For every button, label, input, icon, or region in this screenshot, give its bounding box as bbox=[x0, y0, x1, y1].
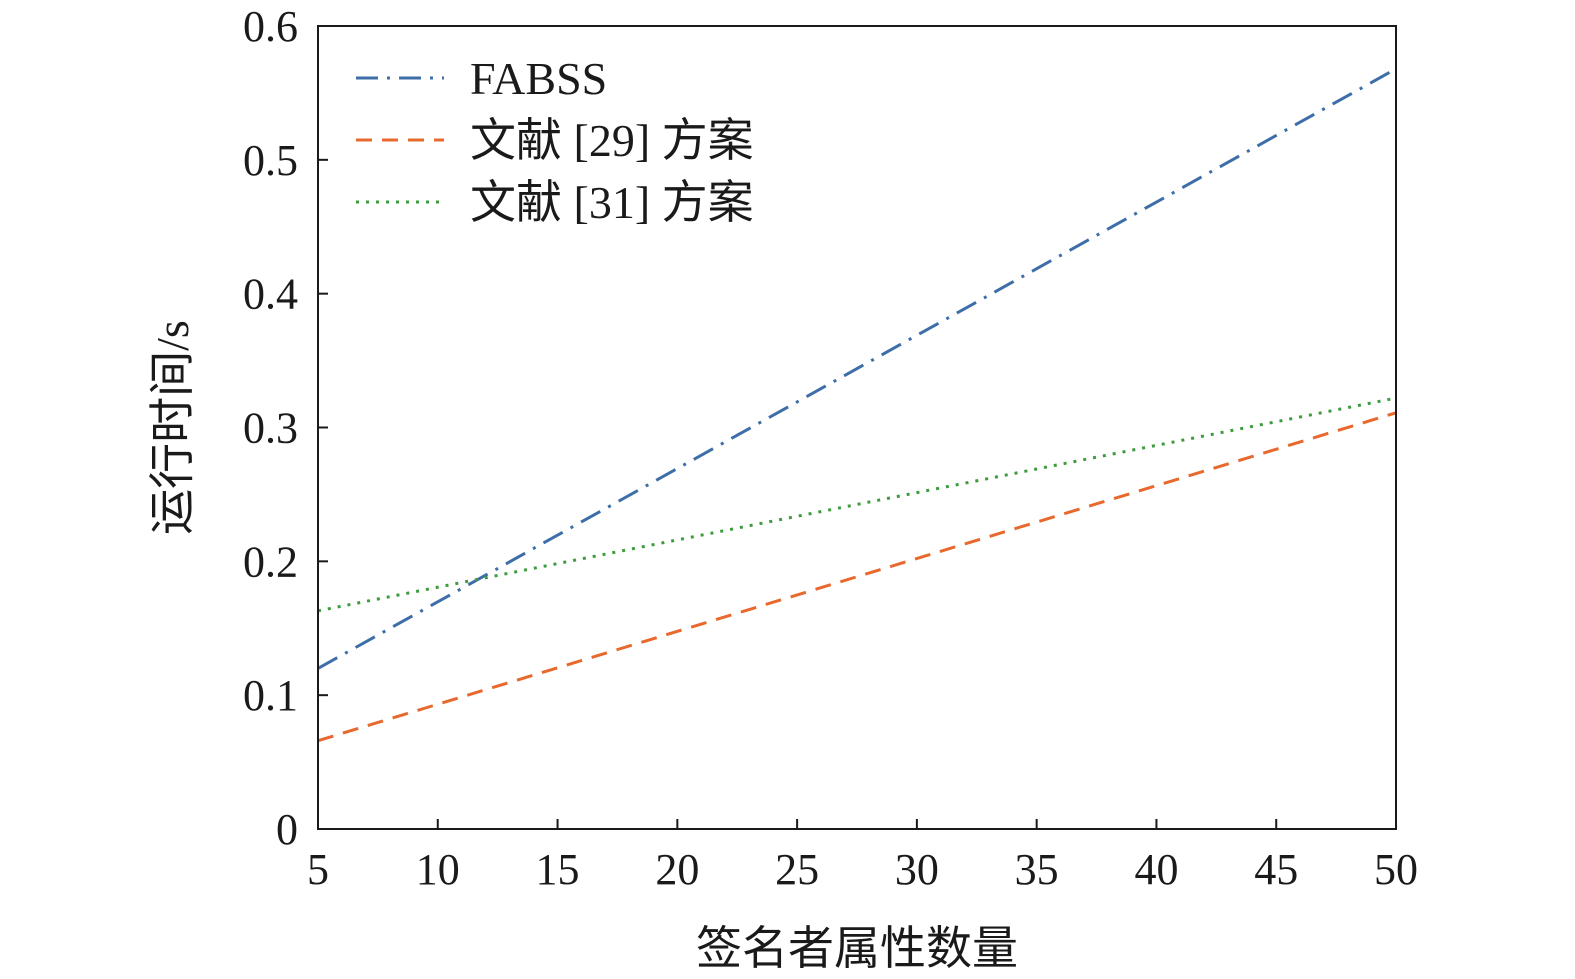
x-tick-label: 10 bbox=[416, 845, 460, 894]
x-tick-label: 35 bbox=[1015, 845, 1059, 894]
y-tick-label: 0 bbox=[276, 805, 298, 854]
x-tick-label: 40 bbox=[1134, 845, 1178, 894]
x-tick-label: 25 bbox=[775, 845, 819, 894]
legend-label-2: 文献 [29] 方案 bbox=[470, 115, 754, 166]
y-tick-label: 0.3 bbox=[243, 404, 298, 453]
x-tick-label: 5 bbox=[307, 845, 329, 894]
ticks-layer: 5 10 15 20 25 30 35 40 45 50 0 0.1 0.2 0.3 0.4 0.5 0.6 bbox=[243, 2, 1418, 894]
series-line-2 bbox=[317, 411, 1397, 743]
x-tick-label: 50 bbox=[1374, 845, 1418, 894]
x-tick-label: 20 bbox=[655, 845, 699, 894]
y-tick-label: 0.6 bbox=[243, 2, 298, 51]
x-axis-label: 签名者属性数量 bbox=[696, 923, 1018, 974]
y-tick-label: 0.5 bbox=[243, 136, 298, 185]
series-layer bbox=[317, 67, 1397, 743]
y-tick-label: 0.2 bbox=[243, 537, 298, 586]
y-tick-label: 0.4 bbox=[243, 270, 298, 319]
y-tick-label: 0.1 bbox=[243, 671, 298, 720]
x-tick-label: 45 bbox=[1254, 845, 1298, 894]
x-tick-label: 30 bbox=[895, 845, 939, 894]
y-axis-label: 运行时间/s bbox=[147, 320, 198, 535]
series-line-1 bbox=[317, 67, 1397, 670]
x-tick-label: 15 bbox=[536, 845, 580, 894]
legend-label-3: 文献 [31] 方案 bbox=[470, 177, 754, 228]
legend-label-1: FABSS bbox=[470, 53, 607, 104]
